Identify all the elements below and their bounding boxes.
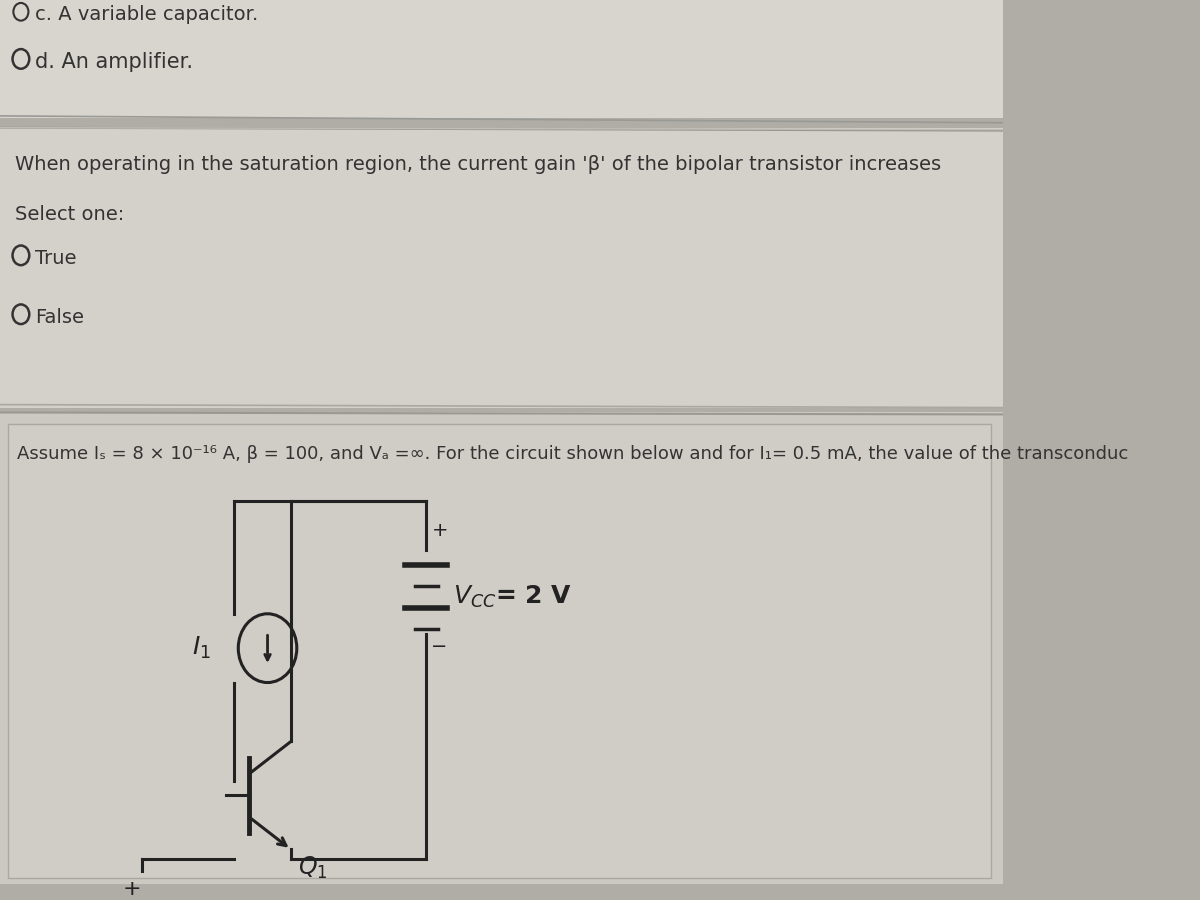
Text: c. A variable capacitor.: c. A variable capacitor. [35, 5, 258, 24]
FancyBboxPatch shape [8, 424, 991, 878]
Text: $Q_1$: $Q_1$ [298, 854, 328, 880]
Text: +: + [431, 521, 448, 540]
FancyBboxPatch shape [0, 0, 1003, 118]
Text: d. An amplifier.: d. An amplifier. [35, 52, 193, 72]
Text: −: − [431, 637, 448, 656]
Text: Select one:: Select one: [16, 204, 125, 223]
Text: $V_{CC}$= 2 V: $V_{CC}$= 2 V [454, 584, 572, 610]
FancyBboxPatch shape [0, 128, 1003, 408]
Text: True: True [35, 248, 77, 268]
Text: False: False [35, 308, 84, 327]
Text: Assume Iₛ = 8 × 10⁻¹⁶ A, β = 100, and Vₐ =∞. For the circuit shown below and for: Assume Iₛ = 8 × 10⁻¹⁶ A, β = 100, and Vₐ… [17, 445, 1128, 463]
FancyBboxPatch shape [0, 412, 1003, 884]
Text: When operating in the saturation region, the current gain 'β' of the bipolar tra: When operating in the saturation region,… [16, 156, 941, 175]
Text: $\it{I}_1$: $\it{I}_1$ [192, 635, 211, 662]
Text: +: + [122, 879, 142, 899]
